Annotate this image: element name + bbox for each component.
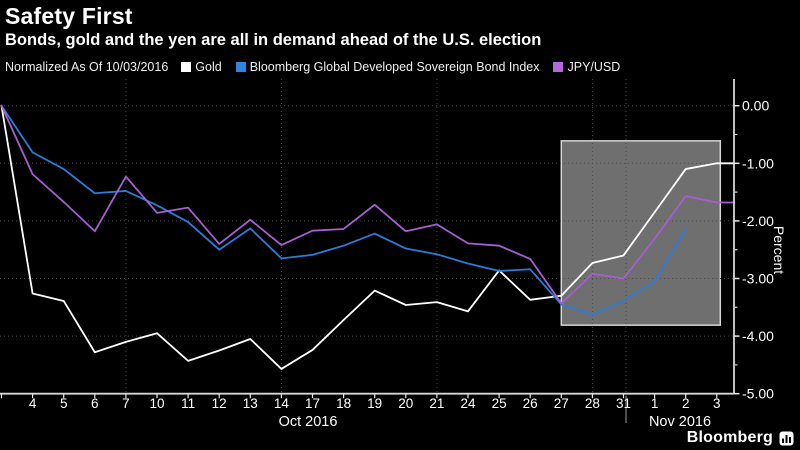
jpy-usd-swatch-icon	[553, 62, 564, 72]
x-tick-label: 4	[29, 396, 37, 411]
gold-swatch-icon	[181, 62, 192, 72]
legend-item-bond-index: Bloomberg Global Developed Sovereign Bon…	[235, 60, 540, 74]
x-tick-label: 21	[429, 396, 444, 411]
x-tick-label: 18	[336, 396, 351, 411]
legend-label-gold: Gold	[195, 60, 222, 74]
x-tick-label: 28	[585, 396, 600, 411]
y-axis-title: Percent	[771, 226, 787, 274]
bloomberg-chart-icon	[779, 431, 794, 445]
legend-label-jpy-usd: JPY/USD	[567, 60, 621, 74]
chart-legend: Normalized As Of 10/03/2016 Gold Bloombe…	[5, 60, 634, 74]
x-tick-label: 5	[60, 396, 68, 411]
chart-title: Safety First	[5, 3, 133, 29]
x-tick-label: 24	[460, 396, 476, 411]
y-tick-label: -5.00	[742, 386, 774, 402]
x-tick-label: 25	[492, 396, 507, 411]
legend-item-gold: Gold	[181, 60, 222, 74]
x-tick-label: 7	[122, 396, 130, 411]
y-tick-label: -1.00	[742, 155, 774, 171]
chart-subtitle: Bonds, gold and the yen are all in deman…	[5, 31, 542, 49]
bloomberg-wordmark: Bloomberg	[686, 429, 773, 446]
x-tick-label: 11	[181, 396, 195, 411]
x-tick-label: 14	[274, 396, 290, 411]
bond-index-swatch-icon	[235, 62, 246, 72]
x-tick-label: 20	[398, 396, 413, 411]
x-tick-label: 13	[243, 396, 258, 411]
month-label: Nov 2016	[649, 414, 711, 430]
x-tick-label: 12	[212, 396, 227, 411]
x-tick-label: 6	[91, 396, 99, 411]
legend-note: Normalized As Of 10/03/2016	[5, 60, 169, 74]
bloomberg-logo: Bloomberg	[687, 429, 794, 447]
x-tick-label: 31	[616, 396, 631, 411]
series-line-jpy-usd	[0, 104, 735, 305]
x-tick-label: 26	[523, 396, 538, 411]
x-tick-label: 1	[651, 396, 659, 411]
x-tick-label: 19	[367, 396, 382, 411]
y-tick-label: -2.00	[742, 213, 774, 229]
highlight-region	[560, 140, 722, 326]
x-tick-label: 17	[305, 396, 320, 411]
series-line-gold	[0, 104, 735, 370]
legend-item-jpy-usd: JPY/USD	[553, 60, 620, 74]
x-tick-label: 27	[554, 396, 569, 411]
legend-label-bond-index: Bloomberg Global Developed Sovereign Bon…	[249, 60, 540, 74]
y-tick-label: -4.00	[742, 328, 774, 344]
y-tick-label: 0.00	[742, 98, 769, 114]
x-tick-label: 10	[149, 396, 164, 411]
x-tick-label: 2	[682, 396, 690, 411]
y-tick-label: -3.00	[742, 271, 774, 287]
month-label: Oct 2016	[279, 414, 338, 430]
series-line-bond-index	[0, 104, 687, 316]
x-tick-label: 3	[713, 396, 721, 411]
